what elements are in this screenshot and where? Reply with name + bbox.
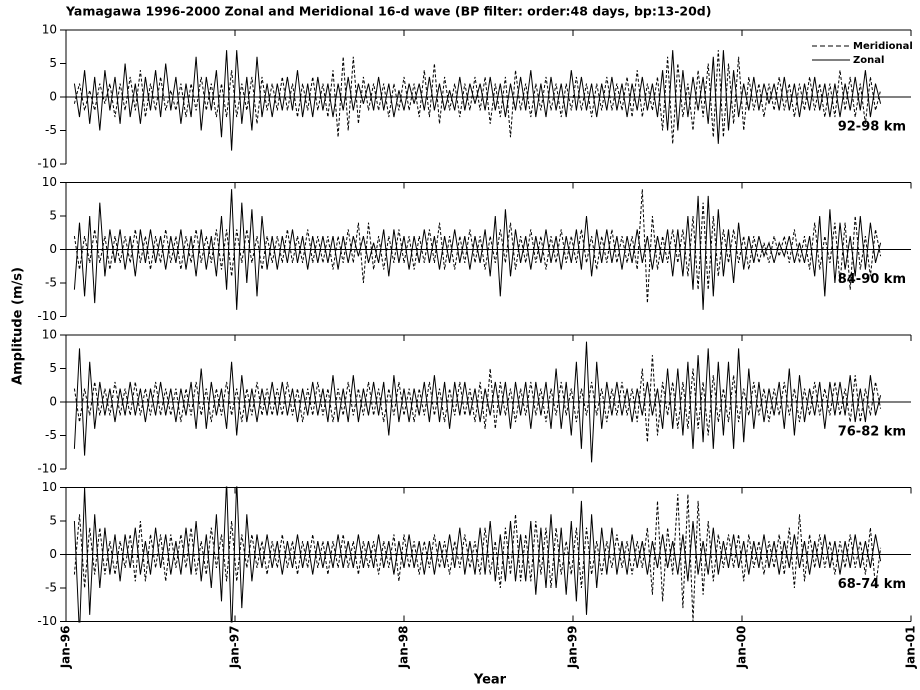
y-tick-label: 5: [49, 361, 57, 375]
series-line: [73, 189, 882, 310]
legend-label: Meridional: [853, 41, 913, 52]
series-line: [73, 486, 882, 623]
y-tick-label: -10: [37, 614, 57, 628]
y-tick-label: 5: [49, 209, 57, 223]
chart-title: Yamagawa 1996-2000 Zonal and Meridional …: [65, 4, 711, 19]
x-tick-label: Jan-96: [59, 626, 73, 670]
y-tick-label: 0: [49, 395, 57, 409]
y-tick-label: 0: [49, 242, 57, 256]
x-tick-label: Jan-97: [228, 626, 242, 670]
series-line: [73, 50, 882, 151]
series-line: [73, 341, 882, 463]
y-tick-label: -5: [45, 581, 57, 595]
x-tick-label: Jan-99: [566, 626, 580, 670]
y-tick-label: -5: [45, 276, 57, 290]
y-tick-label: -10: [37, 309, 57, 323]
y-tick-label: 5: [49, 56, 57, 70]
y-tick-label: -5: [45, 123, 57, 137]
series-line: [73, 494, 882, 622]
series-line: [73, 355, 882, 443]
x-tick-label: Jan-01: [904, 626, 918, 670]
y-axis-label: Amplitude (m/s): [11, 267, 26, 385]
y-tick-label: 10: [42, 175, 57, 189]
x-tick-label: Jan-98: [397, 626, 411, 670]
y-tick-label: 0: [49, 90, 57, 104]
y-tick-label: 0: [49, 547, 57, 561]
panel-label: 76-82 km: [838, 425, 906, 440]
panel-label: 68-74 km: [838, 577, 906, 592]
y-tick-label: 10: [42, 328, 57, 342]
y-tick-label: 10: [42, 480, 57, 494]
y-tick-label: 5: [49, 514, 57, 528]
x-tick-label: Jan-00: [735, 626, 749, 670]
legend-label: Zonal: [853, 55, 884, 66]
panel-label: 92-98 km: [838, 120, 906, 135]
y-tick-label: -5: [45, 428, 57, 442]
y-tick-label: 10: [42, 23, 57, 37]
y-tick-label: -10: [37, 157, 57, 171]
panel-label: 84-90 km: [838, 272, 906, 287]
x-axis-label: Year: [473, 673, 507, 688]
y-tick-label: -10: [37, 462, 57, 476]
